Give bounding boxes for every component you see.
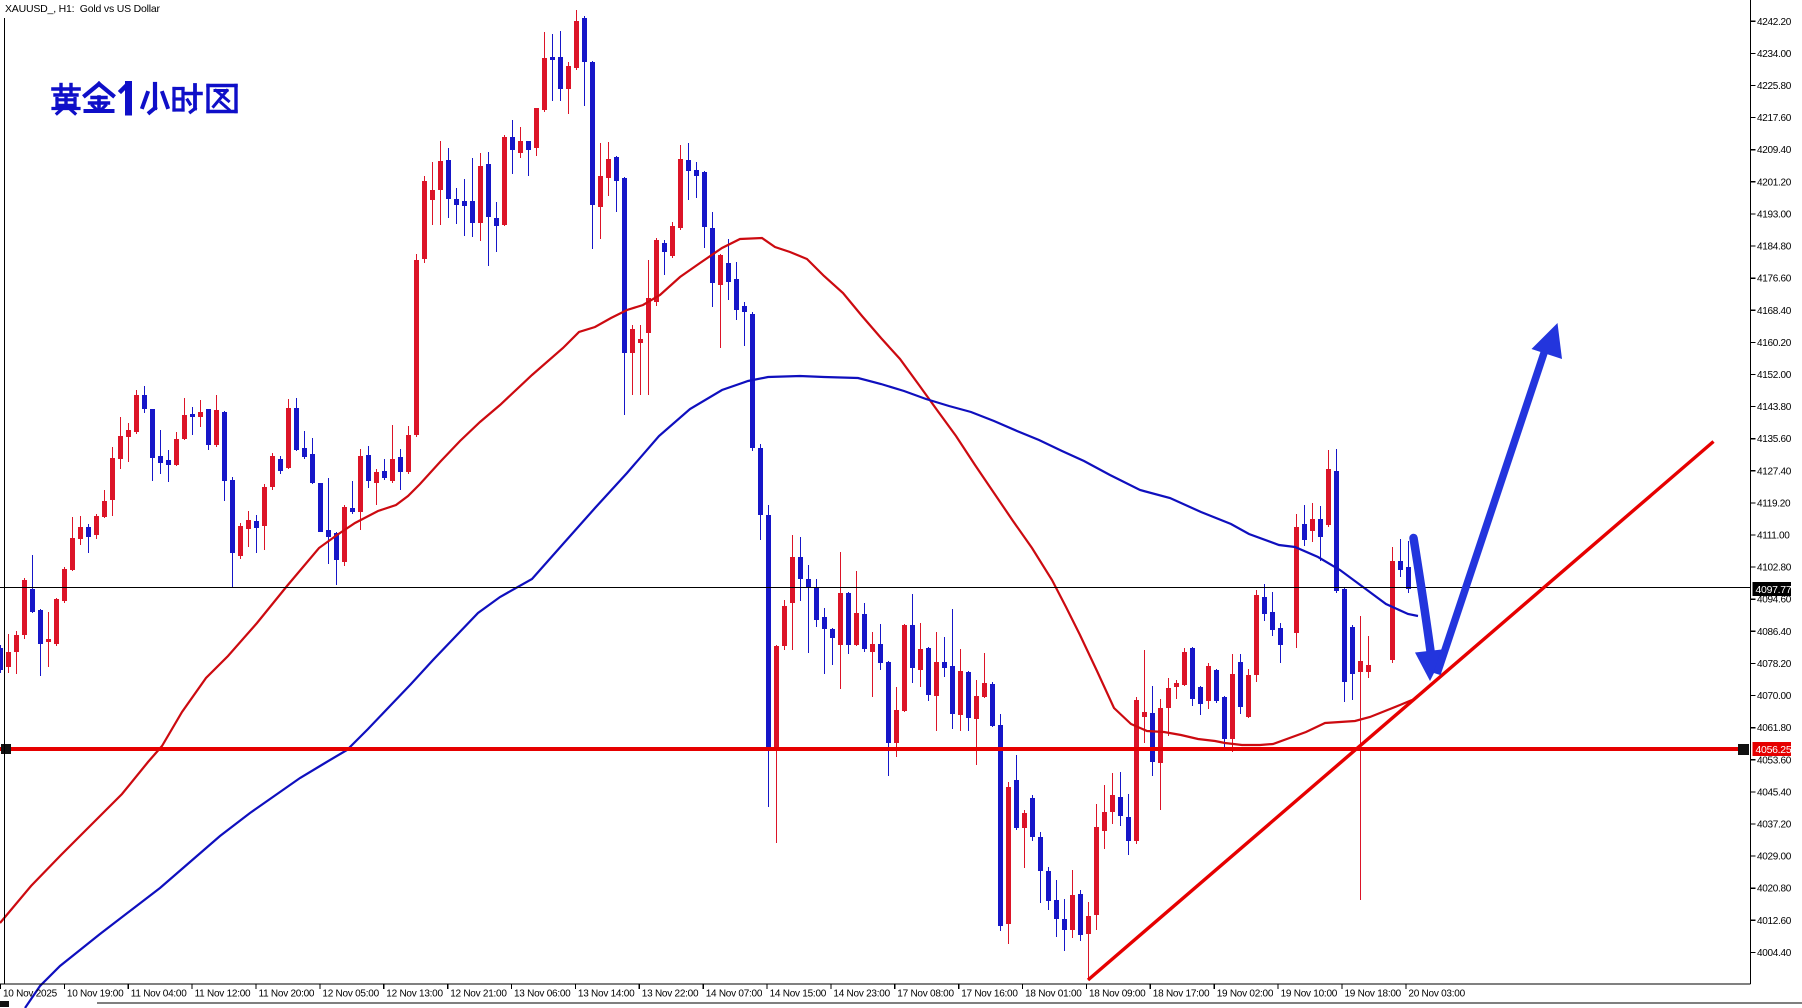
svg-text:4037.20: 4037.20 xyxy=(1757,820,1792,831)
svg-text:11 Nov 04:00: 11 Nov 04:00 xyxy=(131,989,187,1000)
svg-text:4135.60: 4135.60 xyxy=(1757,434,1792,445)
svg-text:4097.77: 4097.77 xyxy=(1756,584,1792,596)
svg-text:13 Nov 06:00: 13 Nov 06:00 xyxy=(514,989,571,1000)
svg-text:4053.60: 4053.60 xyxy=(1757,755,1792,766)
svg-text:19 Nov 18:00: 19 Nov 18:00 xyxy=(1345,989,1402,1000)
svg-text:4152.00: 4152.00 xyxy=(1757,370,1792,381)
svg-text:4102.80: 4102.80 xyxy=(1757,563,1792,574)
svg-text:4086.40: 4086.40 xyxy=(1757,627,1792,638)
svg-text:18 Nov 17:00: 18 Nov 17:00 xyxy=(1153,989,1210,1000)
svg-text:4078.20: 4078.20 xyxy=(1757,659,1792,670)
svg-text:18 Nov 09:00: 18 Nov 09:00 xyxy=(1089,989,1146,1000)
svg-text:20 Nov 03:00: 20 Nov 03:00 xyxy=(1408,989,1465,1000)
svg-text:19 Nov 02:00: 19 Nov 02:00 xyxy=(1217,989,1274,1000)
svg-text:4012.60: 4012.60 xyxy=(1757,916,1792,927)
svg-text:4225.80: 4225.80 xyxy=(1757,81,1792,92)
svg-text:4045.40: 4045.40 xyxy=(1757,787,1792,798)
svg-text:17 Nov 08:00: 17 Nov 08:00 xyxy=(897,989,954,1000)
svg-text:4029.00: 4029.00 xyxy=(1757,852,1792,863)
svg-text:12 Nov 05:00: 12 Nov 05:00 xyxy=(322,989,379,1000)
svg-text:10 Nov 2025: 10 Nov 2025 xyxy=(3,989,58,1000)
svg-text:12 Nov 21:00: 12 Nov 21:00 xyxy=(450,989,507,1000)
svg-text:13 Nov 22:00: 13 Nov 22:00 xyxy=(642,989,699,1000)
svg-text:11 Nov 12:00: 11 Nov 12:00 xyxy=(195,989,251,1000)
svg-text:19 Nov 10:00: 19 Nov 10:00 xyxy=(1281,989,1338,1000)
svg-text:4176.60: 4176.60 xyxy=(1757,274,1792,285)
svg-text:XAUUSD_, H1: Gold vs US Dolla: XAUUSD_, H1: Gold vs US Dollar xyxy=(5,3,161,15)
svg-text:4119.20: 4119.20 xyxy=(1757,498,1791,509)
svg-text:4234.00: 4234.00 xyxy=(1757,49,1792,60)
svg-text:4201.20: 4201.20 xyxy=(1757,177,1792,188)
svg-text:17 Nov 16:00: 17 Nov 16:00 xyxy=(961,989,1018,1000)
svg-text:4004.40: 4004.40 xyxy=(1757,948,1792,959)
svg-text:4168.40: 4168.40 xyxy=(1757,306,1792,317)
svg-text:4061.80: 4061.80 xyxy=(1757,723,1792,734)
svg-text:4143.80: 4143.80 xyxy=(1757,402,1792,413)
svg-text:10 Nov 19:00: 10 Nov 19:00 xyxy=(67,989,124,1000)
svg-text:13 Nov 14:00: 13 Nov 14:00 xyxy=(578,989,635,1000)
svg-text:11 Nov 20:00: 11 Nov 20:00 xyxy=(259,989,315,1000)
svg-text:14 Nov 23:00: 14 Nov 23:00 xyxy=(833,989,890,1000)
svg-text:4193.00: 4193.00 xyxy=(1757,209,1792,220)
svg-text:4094.60: 4094.60 xyxy=(1757,595,1792,606)
svg-text:4217.60: 4217.60 xyxy=(1757,113,1792,124)
svg-text:4127.40: 4127.40 xyxy=(1757,466,1792,477)
svg-text:4209.40: 4209.40 xyxy=(1757,145,1792,156)
svg-text:14 Nov 07:00: 14 Nov 07:00 xyxy=(706,989,763,1000)
svg-text:4020.80: 4020.80 xyxy=(1757,884,1792,895)
svg-text:4184.80: 4184.80 xyxy=(1757,242,1792,253)
svg-text:4056.25: 4056.25 xyxy=(1756,744,1792,756)
svg-text:4160.20: 4160.20 xyxy=(1757,338,1792,349)
svg-text:4111.00: 4111.00 xyxy=(1757,531,1790,542)
svg-text:14 Nov 15:00: 14 Nov 15:00 xyxy=(770,989,827,1000)
svg-text:4070.00: 4070.00 xyxy=(1757,691,1792,702)
svg-text:12 Nov 13:00: 12 Nov 13:00 xyxy=(386,989,443,1000)
svg-text:4242.20: 4242.20 xyxy=(1757,17,1792,28)
svg-text:18 Nov 01:00: 18 Nov 01:00 xyxy=(1025,989,1082,1000)
